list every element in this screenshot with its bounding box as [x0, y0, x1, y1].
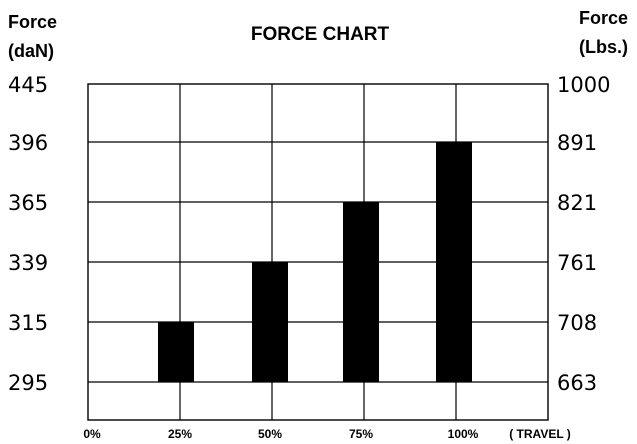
left-tick-label: 315 — [8, 311, 48, 335]
left-tick-label: 339 — [8, 251, 48, 275]
right-axis-label-line2: (Lbs.) — [579, 37, 628, 57]
bar-25pct — [158, 322, 194, 382]
x-tick-label: 25% — [168, 427, 192, 441]
right-axis-label-line1: Force — [579, 8, 628, 28]
left-tick-label: 365 — [8, 191, 48, 215]
left-tick-label: 295 — [8, 371, 48, 395]
x-axis-ticks: 0% 25% 50% 75% 100% — [83, 427, 478, 441]
left-axis-ticks: 445 396 365 339 315 295 — [8, 73, 48, 395]
x-tick-label: 0% — [83, 427, 101, 441]
chart-grid — [87, 83, 549, 421]
chart-title: FORCE CHART — [251, 24, 390, 45]
bar-series — [158, 142, 472, 382]
right-tick-label: 821 — [557, 191, 597, 215]
left-axis-label-line2: (daN) — [8, 41, 54, 61]
left-tick-label: 445 — [8, 73, 48, 97]
x-tick-label: 50% — [258, 427, 282, 441]
x-tick-label: 75% — [349, 427, 373, 441]
bar-100pct — [436, 142, 472, 382]
right-tick-label: 708 — [557, 311, 597, 335]
x-tick-label: 100% — [448, 427, 479, 441]
bar-50pct — [252, 262, 288, 382]
x-axis-label: ( TRAVEL ) — [509, 427, 571, 441]
bar-75pct — [343, 202, 379, 382]
right-axis-ticks: 1000 891 821 761 708 663 — [557, 73, 610, 395]
left-axis-label-line1: Force — [8, 12, 57, 32]
left-tick-label: 396 — [8, 131, 48, 155]
right-tick-label: 1000 — [557, 73, 610, 97]
plot-frame — [87, 83, 549, 421]
right-tick-label: 663 — [557, 371, 597, 395]
right-tick-label: 891 — [557, 131, 597, 155]
right-tick-label: 761 — [557, 251, 597, 275]
